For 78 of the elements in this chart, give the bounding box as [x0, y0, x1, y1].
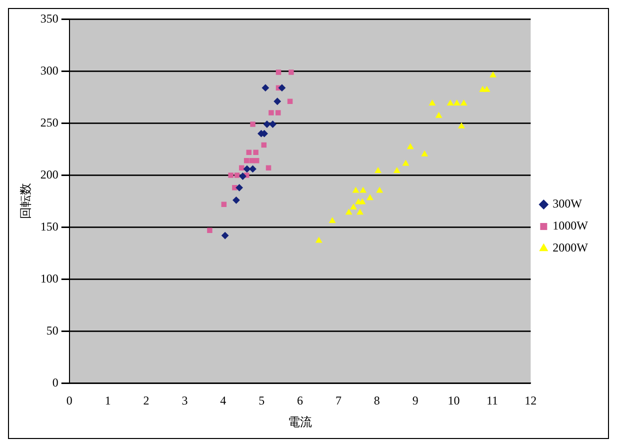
point: [243, 165, 250, 172]
point: [374, 168, 382, 174]
point: [376, 187, 383, 193]
point: [238, 165, 244, 171]
x-tick-label: 3: [182, 394, 188, 408]
point: [458, 122, 465, 128]
point: [228, 172, 234, 178]
y-tick-label: 350: [40, 11, 58, 26]
point: [402, 160, 409, 166]
y-tick-label: 250: [40, 115, 58, 130]
point: [222, 232, 229, 240]
point: [421, 150, 428, 156]
point: [366, 194, 374, 200]
y-tick-label: 150: [40, 219, 58, 234]
point: [360, 187, 366, 193]
point: [234, 172, 240, 178]
point: [350, 204, 357, 210]
point: [232, 185, 238, 190]
point: [429, 100, 436, 106]
point: [232, 196, 240, 204]
x-tick-label: 10: [448, 394, 460, 408]
point: [249, 158, 255, 164]
x-tick-label: 5: [258, 394, 265, 408]
point: [394, 168, 400, 174]
point: [356, 209, 364, 215]
point: [352, 187, 359, 193]
y-tick-label: 300: [40, 63, 58, 78]
point: [436, 112, 442, 118]
y-axis-title: 回転数: [18, 183, 32, 220]
legend-label: 300W: [552, 196, 583, 211]
point: [316, 237, 322, 243]
x-tick-label: 4: [220, 394, 226, 408]
legend-label: 2000W: [552, 240, 589, 255]
point: [254, 158, 260, 164]
point: [359, 198, 366, 204]
x-tick-label: 8: [374, 394, 380, 408]
point: [460, 100, 467, 106]
point: [276, 70, 282, 75]
x-tick-label: 7: [335, 394, 342, 408]
point: [276, 110, 281, 116]
legend-label: 1000W: [552, 218, 589, 233]
point: [268, 110, 274, 116]
point: [490, 72, 496, 78]
y-tick-label: 200: [40, 167, 58, 182]
point: [253, 150, 258, 155]
point: [278, 84, 286, 92]
point: [221, 202, 227, 207]
x-tick-label: 9: [412, 394, 418, 408]
point: [274, 98, 281, 105]
point: [262, 84, 269, 92]
point: [236, 184, 243, 192]
y-tick-label: 100: [40, 271, 58, 286]
point: [447, 100, 454, 106]
x-tick-label: 2: [143, 394, 150, 408]
point: [454, 100, 460, 106]
point: [249, 165, 256, 172]
point: [346, 209, 352, 215]
point: [246, 150, 252, 155]
point: [239, 172, 246, 180]
point: [287, 98, 293, 104]
point: [244, 158, 250, 164]
x-axis-title: 電流: [288, 414, 312, 429]
x-tick-label: 1: [104, 394, 111, 408]
point: [261, 142, 267, 148]
y-tick-label: 50: [46, 323, 58, 338]
point: [329, 217, 336, 223]
x-tick-label: 0: [66, 394, 72, 408]
point: [407, 144, 414, 150]
y-tick-label: 0: [52, 375, 58, 390]
x-tick-label: 12: [524, 394, 537, 408]
point: [484, 86, 490, 92]
point: [250, 122, 256, 127]
point: [288, 70, 294, 75]
x-tick-label: 6: [297, 394, 304, 408]
point: [269, 120, 276, 128]
point: [266, 165, 272, 171]
point: [207, 228, 212, 233]
x-tick-label: 11: [486, 394, 498, 408]
